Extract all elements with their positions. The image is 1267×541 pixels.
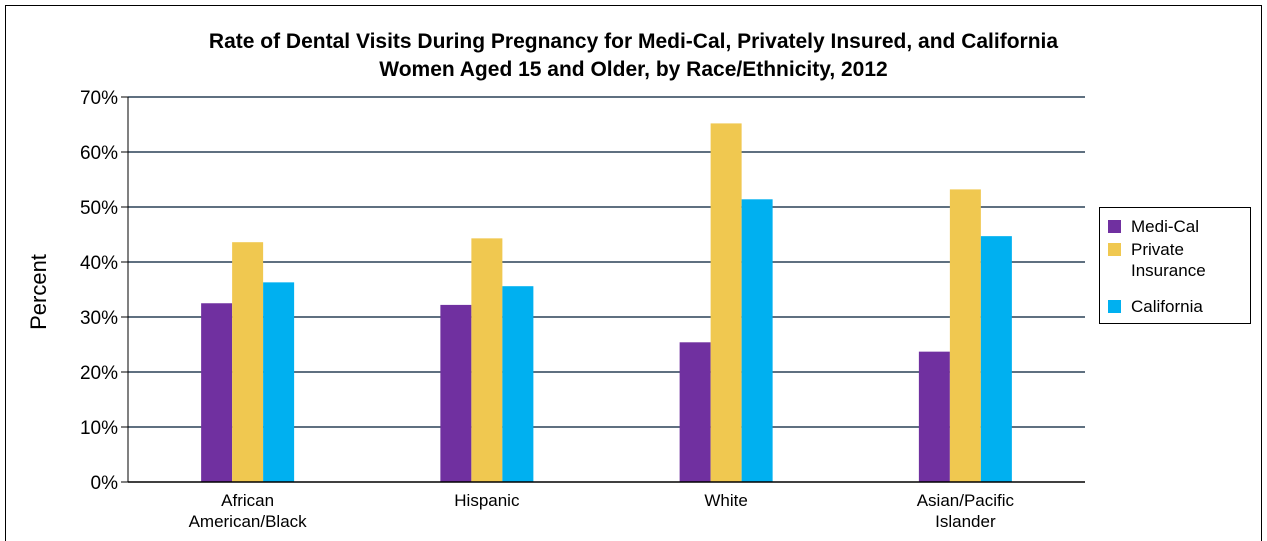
legend-item-private-insurance: Private Insurance [1108,239,1249,281]
legend-swatch-california [1108,300,1121,313]
legend-swatch-private-insurance [1108,243,1121,256]
y-tick-label: 70% [80,88,118,109]
axes: 0% 10% 20% 30% 40% 50% 60% 70% African American/B… [80,88,1085,531]
legend-label-california: California [1131,297,1203,316]
chart-title-line-1: Rate of Dental Visits During Pregnancy f… [208,30,1059,53]
bar-medi-cal [918,351,950,482]
bar-medi-cal [201,303,233,482]
bar-medi-cal [679,342,711,482]
chart-title: Rate of Dental Visits During Pregnancy f… [0,28,1267,84]
legend-label-medi-cal: Medi-Cal [1131,217,1200,236]
bar-california [263,282,295,482]
x-tick-label: White [704,491,747,510]
x-tick-label: Hispanic [454,491,520,510]
legend: Medi-Cal Private Insurance California [1099,207,1251,324]
y-axis-label: Percent [26,254,51,330]
legend-swatch-medi-cal [1108,220,1121,233]
bar-medi-cal [440,304,472,482]
x-tick-label: African American/Black [189,491,308,531]
bar-private-insurance [949,189,981,482]
y-tick-label: 20% [80,363,118,384]
chart-title-line-2: Women Aged 15 and Older, by Race/Ethnici… [379,58,888,81]
x-tick-label: Asian/Pacific Islander [917,491,1015,531]
legend-item-california: California [1108,296,1249,317]
y-tick-label: 50% [80,198,118,219]
bar-california [980,236,1012,482]
y-tick-label: 40% [80,253,118,274]
legend-label-private-insurance: Private Insurance [1131,240,1206,280]
bar-private-insurance [710,123,742,483]
y-tick-label: 0% [91,473,119,494]
bar-private-insurance [232,242,264,482]
y-tick-label: 60% [80,143,118,164]
bar-california [502,286,534,482]
y-tick-label: 30% [80,308,118,329]
y-tick-label: 10% [80,418,118,439]
legend-item-medi-cal: Medi-Cal [1108,216,1249,237]
bar-california [741,199,773,483]
bar-private-insurance [471,238,503,482]
bars [201,123,1012,483]
